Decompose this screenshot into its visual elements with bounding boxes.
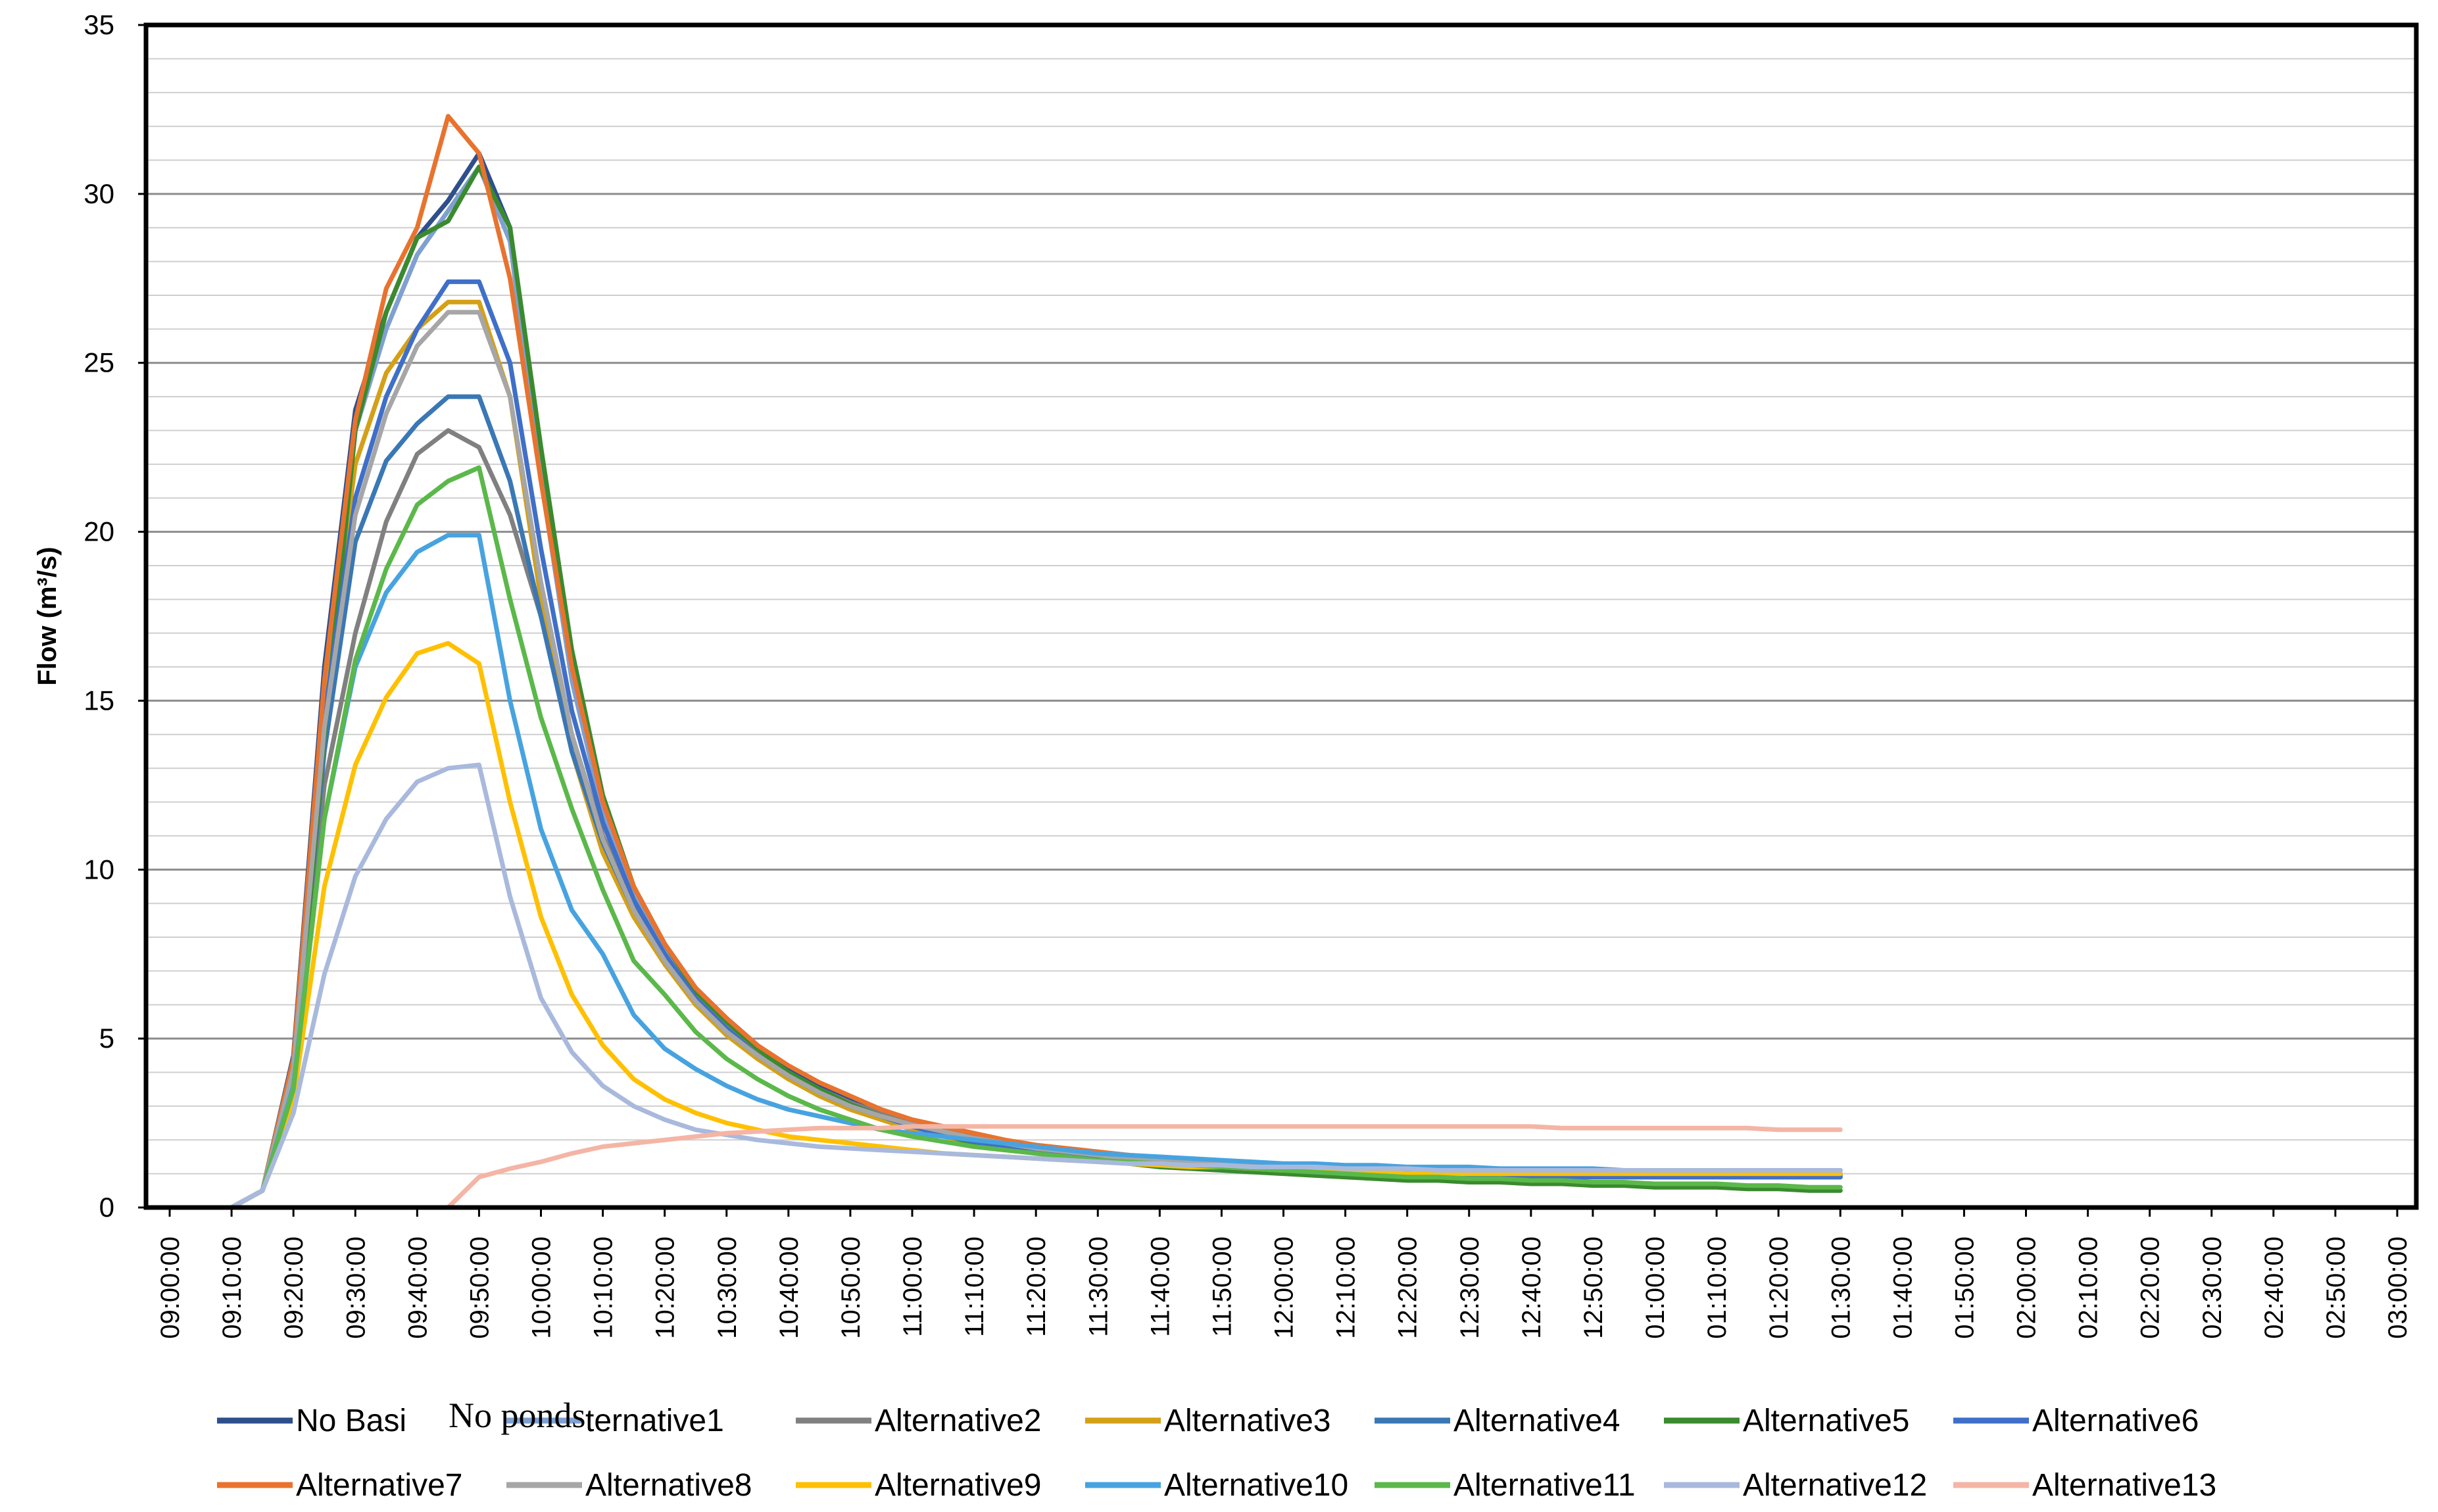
legend-label: Alternative2: [875, 1403, 1041, 1438]
x-tick-label: 12:10:00: [1332, 1236, 1361, 1339]
x-tick-label: 11:00:00: [898, 1236, 927, 1337]
x-tick-label: 11:10:00: [960, 1236, 989, 1337]
legend: No Basi ternative1 Alternative2 Alternative…: [217, 1396, 2216, 1503]
x-tick-label: 02:30:00: [2198, 1236, 2227, 1339]
y-axis-ticks: 0 5 10 15 20 25 30 35: [84, 9, 146, 1223]
x-tick-label: 01:50:00: [1950, 1236, 1979, 1339]
x-tick-label: 10:30:00: [713, 1236, 742, 1339]
y-tick-label: 0: [99, 1192, 114, 1223]
x-tick-label: 03:00:00: [2383, 1236, 2412, 1339]
x-tick-label: 12:30:00: [1455, 1236, 1484, 1339]
legend-label: Alternative4: [1453, 1403, 1620, 1438]
x-tick-label: 10:40:00: [775, 1236, 804, 1339]
x-tick-label: 10:10:00: [589, 1236, 618, 1339]
legend-label: Alternative13: [2032, 1468, 2216, 1503]
x-tick-label: 09:10:00: [218, 1236, 247, 1339]
x-tick-label: 10:20:00: [651, 1236, 680, 1339]
x-tick-label: 12:40:00: [1517, 1236, 1546, 1339]
legend-label: Alternative6: [2032, 1403, 2199, 1438]
x-tick-label: 02:00:00: [2012, 1236, 2041, 1339]
legend-label: Alternative9: [875, 1468, 1041, 1503]
legend-label: Alternative3: [1164, 1403, 1330, 1438]
x-tick-label: 01:10:00: [1703, 1236, 1732, 1339]
x-tick-label: 01:30:00: [1826, 1236, 1855, 1339]
x-tick-label: 12:50:00: [1579, 1236, 1608, 1339]
y-axis-title: Flow (m³/s): [33, 547, 62, 685]
legend-overlay-note: No ponds: [449, 1396, 586, 1435]
y-tick-label: 25: [84, 347, 114, 378]
x-tick-label: 01:40:00: [1888, 1236, 1917, 1339]
x-tick-label: 09:50:00: [465, 1236, 494, 1339]
y-tick-label: 10: [84, 854, 114, 885]
x-tick-label: 12:20:00: [1394, 1236, 1423, 1339]
y-tick-label: 20: [84, 516, 114, 547]
legend-label: No Basi: [296, 1403, 406, 1438]
y-tick-label: 30: [84, 178, 114, 209]
x-tick-label: 12:00:00: [1270, 1236, 1299, 1339]
x-tick-label: 02:40:00: [2260, 1236, 2289, 1339]
legend-label: Alternative5: [1743, 1403, 1909, 1438]
x-tick-label: 02:10:00: [2074, 1236, 2103, 1339]
series-lines: [167, 114, 1843, 1210]
legend-label: Alternative12: [1743, 1468, 1927, 1503]
x-tick-label: 09:00:00: [156, 1236, 185, 1339]
x-tick-label: 01:00:00: [1641, 1236, 1670, 1339]
x-tick-label: 10:50:00: [837, 1236, 865, 1339]
legend-label: Alternative11: [1453, 1468, 1636, 1503]
y-tick-label: 5: [99, 1023, 114, 1054]
legend-label: Alternative7: [296, 1468, 462, 1503]
x-tick-label: 10:00:00: [527, 1236, 556, 1339]
series-line-alternative6: [167, 279, 1843, 1210]
x-axis-ticks: 09:00:00 09:10:00 09:20:00 09:30:00 09:40:00…: [156, 1207, 2412, 1339]
x-tick-label: 11:30:00: [1084, 1236, 1113, 1337]
x-tick-label: 02:20:00: [2136, 1236, 2165, 1339]
series-line-alternative11: [167, 465, 1843, 1210]
series-line-alternative12: [167, 762, 1843, 1210]
legend-label: Alternative8: [585, 1468, 752, 1503]
x-tick-label: 02:50:00: [2322, 1236, 2351, 1339]
x-tick-label: 11:40:00: [1146, 1236, 1175, 1337]
x-tick-label: 09:40:00: [403, 1236, 432, 1339]
x-tick-label: 09:20:00: [280, 1236, 308, 1339]
legend-label: Alternative10: [1164, 1468, 1348, 1503]
x-tick-label: 09:30:00: [341, 1236, 370, 1339]
y-tick-label: 15: [84, 685, 114, 716]
y-tick-label: 35: [84, 9, 114, 40]
legend-label: ternative1: [585, 1403, 724, 1438]
x-tick-label: 11:20:00: [1022, 1236, 1051, 1337]
x-tick-label: 11:50:00: [1207, 1236, 1236, 1337]
x-tick-label: 01:20:00: [1765, 1236, 1793, 1339]
